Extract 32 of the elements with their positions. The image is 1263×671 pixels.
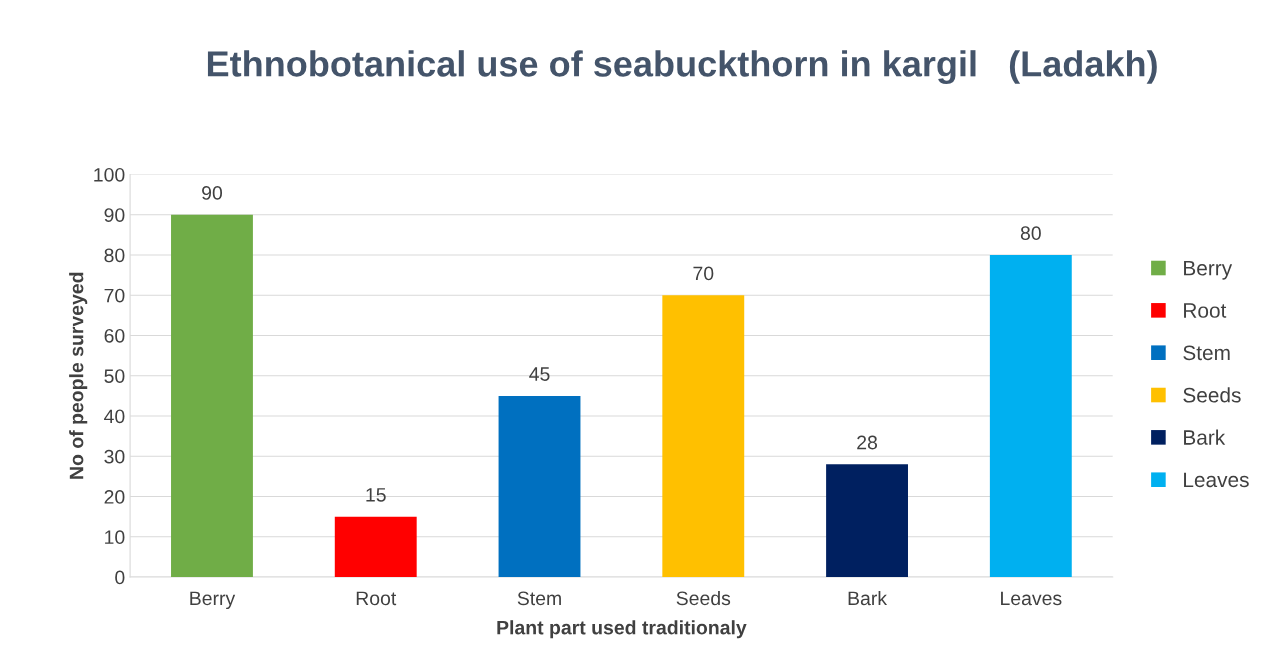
data-label: 15 (366, 488, 386, 502)
legend-label: Leaves (1184, 472, 1249, 488)
x-tick-label: Bark (848, 590, 888, 606)
legend-label: Root (1184, 303, 1227, 318)
legend-label: Stem (1183, 345, 1230, 361)
chart-title: Ethnobotanical use of seabuckthorn in kargil (Ladakh) (207, 50, 1157, 85)
y-tick-label: 100 (94, 167, 125, 182)
x-tick-label: Root (356, 591, 397, 606)
y-axis-title: No of people surveyed (69, 272, 88, 479)
y-tick-label: 30 (104, 449, 125, 464)
legend-label: Seeds (1183, 387, 1241, 403)
data-label: 28 (857, 435, 878, 450)
x-tick-label: Leaves (1001, 591, 1062, 606)
y-tick-label: 0 (115, 570, 125, 585)
y-tick-label: 80 (104, 248, 125, 263)
x-tick-label: Seeds (676, 590, 731, 606)
y-tick-label: 50 (104, 369, 125, 383)
y-tick-label: 60 (104, 328, 125, 343)
y-tick-label: 40 (104, 409, 125, 424)
y-tick-label: 10 (105, 530, 125, 545)
y-tick-label: 70 (104, 288, 125, 303)
data-label: 70 (693, 266, 714, 281)
legend-label: Berry (1184, 260, 1233, 280)
x-tick-label: Berry (190, 591, 236, 610)
legend-label: Bark (1184, 429, 1226, 445)
data-label: 80 (1020, 226, 1041, 241)
x-tick-label: Stem (517, 591, 561, 606)
y-tick-label: 90 (104, 208, 125, 222)
data-label: 45 (529, 367, 550, 381)
data-label: 90 (202, 186, 223, 200)
y-tick-label: 20 (104, 490, 125, 504)
x-axis-title: Plant part used traditionaly (497, 620, 747, 639)
